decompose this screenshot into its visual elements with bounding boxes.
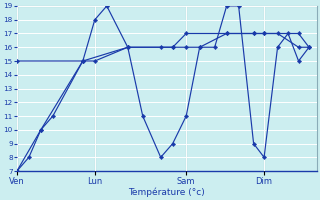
X-axis label: Température (°c): Température (°c): [128, 187, 205, 197]
